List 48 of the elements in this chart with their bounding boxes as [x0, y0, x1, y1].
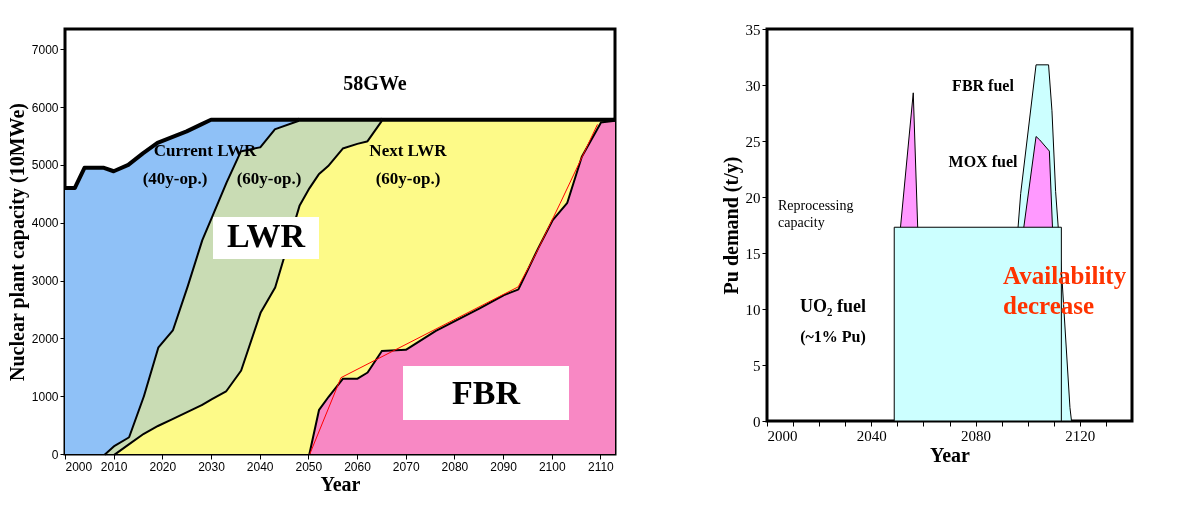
annotation: FBR fuel	[952, 77, 1015, 94]
x-tick-label: 2110	[587, 459, 615, 474]
y-tick-label: 5000	[31, 158, 59, 173]
x-tick-label: 2120	[1065, 427, 1096, 444]
x-tick-label: 2040	[856, 427, 887, 444]
x-tick-label: 2070	[392, 459, 420, 474]
x-tick-label: 2000	[65, 459, 93, 474]
y-tick-label: 2000	[31, 331, 59, 346]
annotation: Next LWR	[369, 141, 448, 160]
x-tick-label: 2080	[441, 459, 469, 474]
annotation: 58GWe	[343, 72, 407, 94]
x-axis-title: Year	[320, 472, 361, 495]
annotation: (~1% Pu)	[800, 328, 866, 346]
y-tick-label: 0	[753, 413, 761, 430]
x-tick-label: 2050	[295, 459, 323, 474]
annotation: (40y-op.)	[142, 169, 208, 188]
annotation: (60y-op.)	[375, 169, 441, 188]
annotation: LWR	[226, 217, 306, 254]
annotation: FBR	[452, 374, 521, 411]
y-tick-label: 3000	[31, 274, 59, 289]
y-tick-label: 6000	[31, 100, 59, 115]
y-tick-label: 35	[745, 21, 761, 38]
x-axis-title: Year	[930, 443, 971, 466]
x-tick-label: 2020	[149, 459, 177, 474]
y-axis-title: Pu demand (t/y)	[719, 156, 743, 295]
x-tick-label: 2060	[344, 459, 372, 474]
y-tick-label: 4000	[31, 216, 59, 231]
x-tick-label: 2040	[246, 459, 274, 474]
annotation: MOX fuel	[948, 153, 1018, 170]
y-tick-label: 20	[745, 189, 761, 206]
y-tick-label: 7000	[31, 42, 59, 57]
x-tick-label: 2030	[198, 459, 226, 474]
y-tick-label: 5	[753, 357, 761, 374]
annotation: Reprocessing capacity	[778, 198, 854, 230]
y-axis-title: Nuclear plant capacity (10MWe)	[5, 103, 29, 381]
y-tick-label: 25	[745, 133, 761, 150]
y-tick-label: 10	[745, 301, 761, 318]
x-tick-label: 2000	[767, 427, 798, 444]
x-tick-label: 2080	[961, 427, 992, 444]
x-tick-label: 2010	[100, 459, 128, 474]
x-tick-label: 2090	[490, 459, 518, 474]
x-tick-label: 2100	[538, 459, 566, 474]
y-tick-label: 30	[745, 77, 761, 94]
y-tick-label: 1000	[31, 389, 59, 404]
y-tick-label: 15	[745, 245, 761, 262]
y-tick-label: 0	[51, 447, 59, 462]
annotation: (60y-op.)	[236, 169, 302, 188]
annotation: UO₂ fuel	[800, 296, 866, 316]
